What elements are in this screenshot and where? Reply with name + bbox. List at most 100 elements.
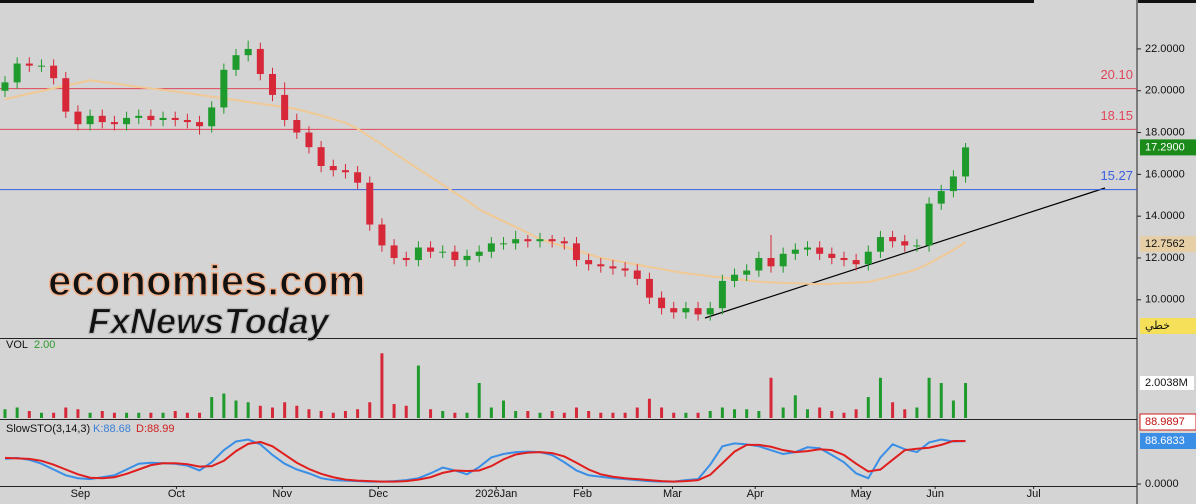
candle-body [572, 243, 580, 261]
candle-body [718, 280, 726, 309]
volume-bar [283, 402, 287, 418]
y-tick-label: 16.0000 [1145, 168, 1185, 180]
volume-bar [356, 409, 360, 418]
volume-bar [234, 400, 238, 418]
candle-body [171, 117, 179, 120]
volume-bar [343, 411, 347, 418]
volume-bar [708, 411, 712, 418]
candle-body [840, 257, 848, 261]
candle-body [427, 247, 435, 252]
candle-body [585, 260, 593, 265]
k-label: K:88.68 [93, 423, 131, 435]
candle-body [779, 253, 787, 267]
volume-bar [125, 412, 129, 418]
candle-body [329, 165, 337, 171]
volume-bar [489, 407, 493, 418]
candle-body [244, 48, 252, 56]
volume-bar [647, 398, 651, 418]
candle-body [74, 111, 82, 125]
volume-bar [891, 402, 895, 418]
candle-body [512, 239, 520, 244]
volume-bar [696, 412, 700, 418]
candle-body [743, 270, 751, 275]
value-box [1140, 318, 1196, 334]
volume-bar [258, 405, 262, 418]
candle-body [341, 170, 349, 173]
volume-bar [15, 407, 19, 418]
volume-bar [781, 407, 785, 418]
volume-bar [185, 412, 189, 418]
candle-body [658, 297, 666, 309]
candle-body [500, 243, 508, 245]
y-tick-label: 20.0000 [1145, 85, 1185, 97]
volume-bar [295, 405, 299, 418]
volume-bar [39, 412, 43, 418]
y-tick-label: 18.0000 [1145, 126, 1185, 138]
horizontal-line-label: 20.10 [1100, 67, 1133, 82]
volume-bar [88, 412, 92, 418]
volume-bar [623, 412, 627, 418]
candle-body [876, 237, 884, 252]
candle-body [281, 94, 289, 120]
volume-bar [222, 393, 226, 418]
volume-bar [951, 400, 955, 418]
x-tick-label: Oct [168, 488, 185, 500]
candle-body [962, 147, 970, 177]
volume-title: VOL [6, 339, 28, 351]
candle-body [220, 69, 228, 108]
candle-body [390, 245, 398, 258]
candle-body [86, 115, 94, 125]
top-border-right [1138, 0, 1196, 3]
volume-bar [319, 411, 323, 418]
volume-bar [441, 411, 445, 418]
volume-bar [64, 407, 68, 418]
horizontal-line-label: 18.15 [1100, 108, 1133, 123]
value-box-label: 17.2900 [1145, 141, 1185, 153]
candle-body [183, 119, 191, 123]
candle-body [609, 266, 617, 269]
volume-bar [878, 377, 882, 418]
candle-body [159, 117, 167, 120]
x-tick-label: Nov [272, 488, 292, 500]
volume-bar [392, 404, 396, 418]
x-tick-label: Sep [71, 488, 91, 500]
volume-bar [927, 377, 931, 418]
y-tick-label: 0.0000 [1145, 478, 1179, 490]
candle-body [13, 63, 21, 83]
candle-body [755, 257, 763, 271]
volume-bar [635, 407, 639, 418]
candle-body [548, 239, 556, 242]
volume-bar [866, 397, 870, 418]
value-box-label: 88.9897 [1145, 416, 1185, 428]
candle-body [913, 245, 921, 247]
candle-body [645, 278, 653, 298]
x-tick-label: 2026Jan [475, 488, 517, 500]
volume-bar [270, 407, 274, 418]
x-tick-label: Jun [926, 488, 944, 500]
volume-bar [100, 411, 104, 418]
candle-body [487, 243, 495, 252]
candle-body [98, 115, 106, 123]
volume-bar [574, 407, 578, 418]
volume-bar [502, 400, 506, 418]
candle-body [694, 308, 702, 315]
value-box [1140, 139, 1196, 156]
volume-bar [562, 412, 566, 418]
volume-bar [416, 365, 420, 418]
top-border [0, 0, 1034, 3]
volume-bar [939, 383, 943, 418]
candle-body [852, 260, 860, 265]
candle-body [925, 203, 933, 246]
candle-body [196, 122, 204, 127]
watermark-text: economies.com [48, 257, 365, 304]
volume-bar [380, 353, 384, 418]
volume-bar [805, 409, 809, 418]
volume-bar [672, 412, 676, 418]
volume-bar [611, 412, 615, 418]
candle-body [949, 176, 957, 192]
volume-bar [404, 405, 408, 418]
volume-bar [587, 411, 591, 418]
candle-body [135, 115, 143, 118]
candle-body [767, 257, 775, 267]
